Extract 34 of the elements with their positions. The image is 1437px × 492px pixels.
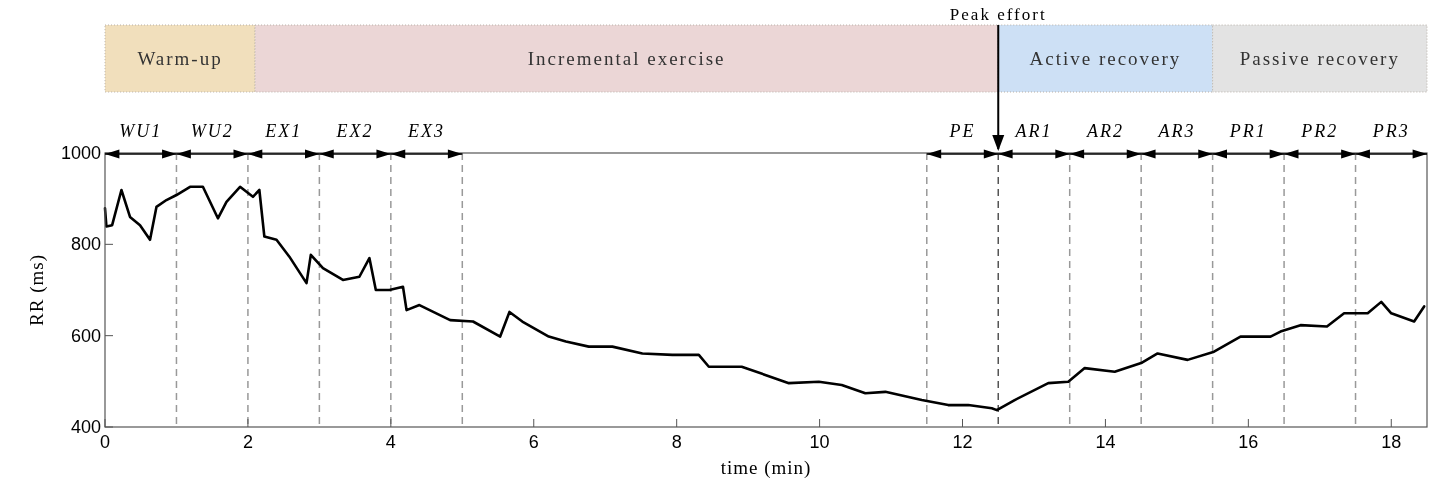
y-axis-title: RR (ms) bbox=[26, 254, 48, 326]
x-tick-label: 16 bbox=[1238, 432, 1259, 452]
y-tick-label: 1000 bbox=[60, 143, 101, 163]
text: PR1 bbox=[1228, 121, 1267, 141]
y-tick-label: 600 bbox=[70, 325, 101, 346]
line-series bbox=[103, 185, 1426, 412]
band-label: Passive recovery bbox=[1239, 47, 1400, 69]
x-tick-label: 6 bbox=[528, 432, 539, 452]
x-tick-label: 12 bbox=[952, 432, 973, 452]
x-tick-label: 2 bbox=[242, 432, 253, 452]
x-tick-label: 0 bbox=[99, 432, 111, 452]
x-tick-label: 18 bbox=[1381, 432, 1402, 452]
text: EX1 bbox=[264, 121, 303, 141]
text: WU2 bbox=[190, 121, 234, 141]
band-label: Incremental exercise bbox=[527, 47, 726, 69]
text: AR1 bbox=[1014, 121, 1053, 141]
y-tick-label: 800 bbox=[70, 234, 101, 255]
text: PE bbox=[948, 121, 976, 141]
x-tick-label: 4 bbox=[385, 432, 396, 452]
text: PR3 bbox=[1371, 121, 1410, 141]
x-tick-label: 10 bbox=[809, 432, 830, 452]
text: WU1 bbox=[119, 121, 163, 141]
x-tick-label: 14 bbox=[1095, 432, 1116, 452]
text: AR3 bbox=[1157, 121, 1196, 141]
y-tick-label: 400 bbox=[70, 417, 101, 437]
text: PR2 bbox=[1300, 121, 1339, 141]
text: AR2 bbox=[1085, 121, 1124, 141]
band-label: Warm-up bbox=[137, 47, 223, 69]
text: EX2 bbox=[335, 121, 374, 141]
band-label: Active recovery bbox=[1029, 47, 1182, 69]
text: EX3 bbox=[407, 121, 446, 141]
ref-line-label: Peak effort bbox=[949, 5, 1047, 24]
x-tick-label: 8 bbox=[671, 432, 682, 452]
x-axis-title: time (min) bbox=[720, 457, 812, 479]
